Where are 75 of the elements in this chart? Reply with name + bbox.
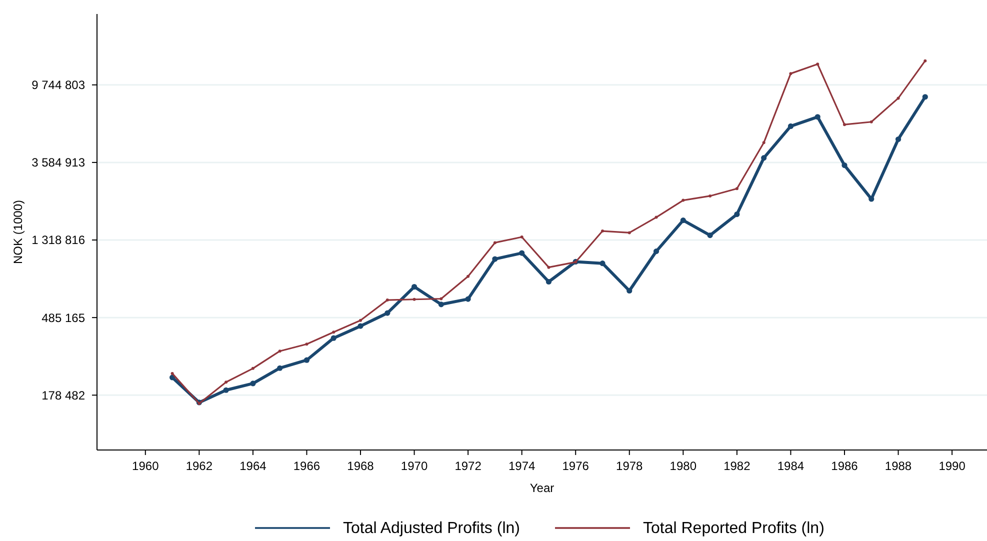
y-tick-label: 9 744 803: [32, 78, 86, 92]
y-tick-label: 1 318 816: [32, 233, 86, 248]
x-tick-label: 1960: [132, 459, 160, 473]
point: [438, 302, 444, 308]
x-tick-label: 1966: [293, 459, 320, 473]
point: [520, 236, 524, 238]
point: [223, 387, 229, 393]
x-tick-label: 1962: [186, 459, 213, 473]
point: [278, 350, 282, 353]
point: [386, 298, 389, 302]
x-tick-label: 1974: [508, 459, 536, 473]
point: [680, 218, 686, 224]
legend-label: Total Reported Profits (ln): [643, 520, 824, 537]
x-tick-label: 1990: [938, 459, 966, 473]
point: [412, 298, 416, 301]
point: [896, 96, 900, 100]
x-tick-label: 1986: [831, 459, 858, 473]
point: [842, 123, 846, 126]
point: [654, 216, 658, 219]
point: [440, 297, 443, 300]
y-tick-label: 485 165: [42, 310, 86, 325]
point: [870, 120, 873, 124]
point: [224, 380, 228, 384]
point: [816, 62, 820, 66]
point: [707, 232, 713, 238]
point: [251, 366, 254, 370]
point: [332, 330, 336, 334]
point: [330, 335, 336, 341]
point: [814, 114, 820, 120]
y-tick-label: 3 584 913: [32, 156, 86, 170]
point: [762, 141, 766, 144]
point: [922, 94, 928, 100]
point: [547, 266, 550, 269]
x-tick-label: 1988: [884, 459, 912, 473]
point: [170, 372, 174, 375]
point: [735, 187, 738, 190]
point: [305, 342, 308, 346]
point: [519, 250, 525, 256]
point: [277, 365, 283, 371]
point: [842, 162, 848, 168]
legend-label: Total Adjusted Profits (ln): [343, 520, 520, 537]
point: [924, 59, 927, 62]
point: [411, 284, 418, 290]
x-tick-label: 1978: [616, 459, 644, 473]
point: [734, 211, 740, 218]
x-tick-label: 1964: [240, 459, 267, 473]
x-tick-label: 1982: [724, 459, 751, 473]
x-axis-title: Year: [530, 481, 554, 495]
point: [304, 357, 310, 363]
point: [895, 136, 902, 142]
point: [789, 72, 792, 76]
point: [384, 310, 390, 316]
point: [465, 296, 471, 302]
x-tick-label: 1968: [347, 459, 374, 473]
x-tick-label: 1984: [777, 459, 804, 473]
point: [358, 323, 364, 329]
point: [653, 248, 660, 254]
x-tick-label: 1980: [670, 459, 697, 473]
x-tick-label: 1972: [454, 459, 482, 473]
point: [359, 318, 362, 322]
y-tick-label: 178 482: [42, 388, 86, 402]
point: [466, 274, 470, 278]
point: [546, 278, 552, 285]
x-tick-label: 1970: [400, 459, 428, 473]
point: [682, 198, 685, 202]
x-tick-label: 1976: [562, 459, 590, 473]
point: [492, 256, 498, 262]
point: [761, 155, 767, 161]
point: [493, 241, 496, 244]
point: [788, 123, 794, 130]
y-axis-title: NOK (1000): [11, 200, 25, 264]
point: [626, 288, 632, 294]
point: [600, 260, 606, 266]
point: [628, 231, 631, 234]
point: [250, 380, 256, 386]
